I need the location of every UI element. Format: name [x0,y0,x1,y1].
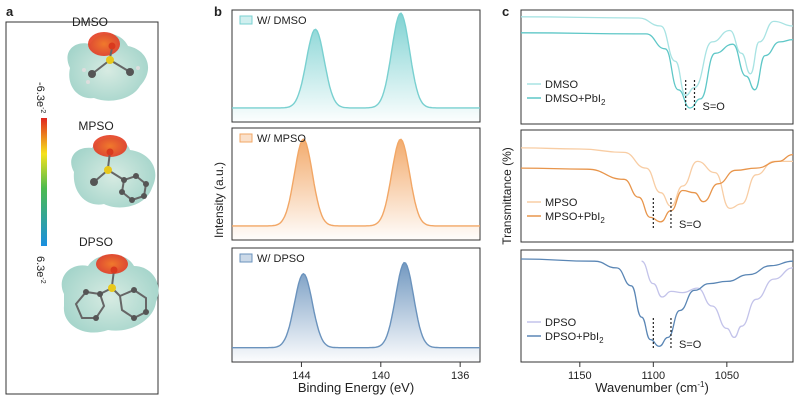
panel-letter-b: b [214,4,222,19]
esp-map-mpso [71,135,156,208]
esp-label-dpso: DPSO [79,235,113,249]
xps-tick-label: 136 [451,370,469,382]
xps-legend-label: W/ MPSO [257,133,306,145]
ftir-frame [520,9,794,125]
xps-tick-label: 144 [292,370,310,382]
xps-legend-swatch [239,133,253,143]
xps-fill-3 [232,262,480,362]
xps-line-3 [232,261,480,349]
ftir-legend-label: DPSO [545,317,577,329]
ftir-tick-label: 1050 [715,370,739,382]
ftir-line-3-2 [520,258,794,347]
ftir-legend-label: MPSO [545,197,578,209]
xps-ylabel: Intensity (a.u.) [212,162,226,238]
esp-panel-frame [5,21,159,395]
ftir-tick-label: 1100 [641,370,665,382]
ftir-legend-label: DMSO [545,79,578,91]
ftir-line-3-1 [641,260,794,339]
ftir-frame [520,129,794,243]
panel-letter-a: a [6,4,14,19]
panel-letter-c: c [502,4,509,19]
esp-label-dmso: DMSO [72,15,108,29]
xps-line-2 [232,138,480,227]
xps-line-1 [232,12,480,109]
ftir-tick-label: 1150 [568,370,592,382]
colorbar-top-label: -6.3e-2 [34,82,46,113]
xps-subplot-1: W/ DMSO [231,9,481,123]
ftir-legend-label: DMSO+PbI2 [545,93,606,107]
ftir-subplot-1: DMSO DMSO+PbI2 S=O [520,9,794,125]
ftir-line-2-2 [520,153,794,223]
xps-subplot-3: W/ DPSO [231,247,481,363]
ftir-line-1-1 [520,16,794,97]
xps-legend-swatch [239,253,253,263]
xps-subplot-2: W/ MPSO [231,127,481,241]
xps-panels: W/ DMSO W/ MPSO W/ DPSO 144 140 136 [231,9,481,382]
ftir-line-2-1 [520,147,793,210]
ftir-annotation: S=O [702,101,725,113]
ftir-legend-label: DPSO+PbI2 [545,331,604,345]
xps-legend-label: W/ DMSO [257,15,307,27]
xps-frame [231,9,481,123]
colorbar-bottom-label: 6.3e-2 [34,256,46,284]
ftir-frame [520,249,794,363]
ftir-subplot-2: MPSO MPSO+PbI2 S=O [520,129,794,243]
ftir-annotation: S=O [679,339,702,351]
ftir-annotation: S=O [679,219,702,231]
xps-frame [231,247,481,363]
xps-tick-label: 140 [372,370,390,382]
esp-map-dmso [67,32,149,101]
ftir-ylabel: Transmittance (%) [500,147,514,245]
esp-colorbar [41,118,47,246]
esp-label-mpso: MPSO [78,119,113,133]
ftir-legend-label: MPSO+PbI2 [545,211,605,225]
ftir-subplot-3: DPSO DPSO+PbI2 S=O [520,249,794,363]
xps-fill-2 [232,139,480,240]
ftir-xlabel: Wavenumber (cm-1) [595,380,709,395]
ftir-line-1-2 [520,32,794,109]
xps-frame [231,127,481,241]
xps-xlabel: Binding Energy (eV) [298,380,414,395]
xps-legend-label: W/ DPSO [257,253,305,265]
xps-legend-swatch [239,15,253,25]
esp-map-dpso [61,254,159,333]
